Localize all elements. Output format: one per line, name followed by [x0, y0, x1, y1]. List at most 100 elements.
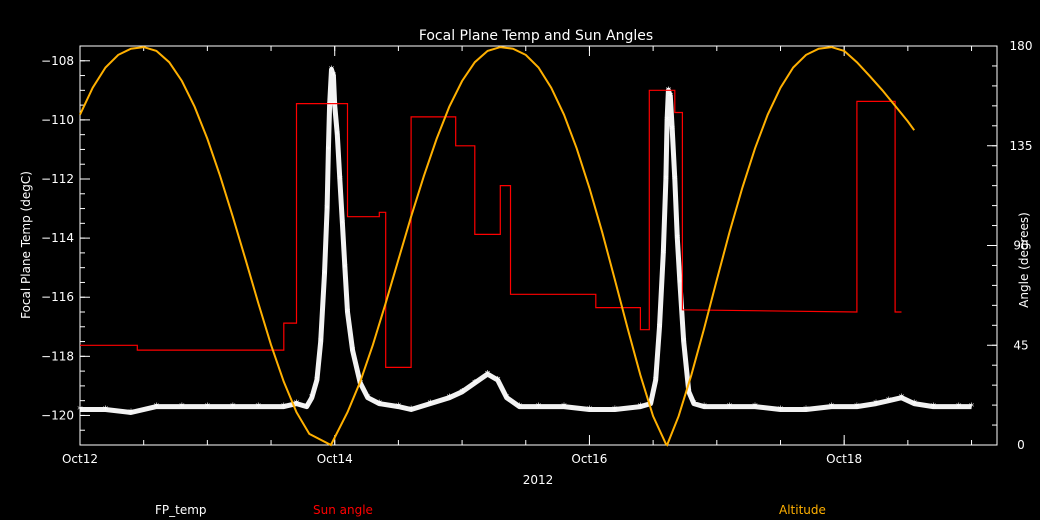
fp-temp-point: * — [345, 306, 351, 319]
fp-temp-point: * — [778, 404, 784, 417]
fp-temp-point: * — [318, 336, 324, 349]
fp-temp-point: * — [327, 99, 333, 112]
fp-temp-point: * — [128, 406, 134, 419]
fp-temp-point: * — [672, 173, 678, 186]
fp-temp-point: * — [669, 123, 675, 136]
fp-temp-point: * — [675, 232, 681, 245]
fp-temp-point: * — [829, 401, 835, 414]
fp-temp-point: * — [854, 401, 860, 414]
x-tick-label: Oct16 — [571, 452, 607, 466]
fp-temp-point: * — [447, 392, 453, 405]
fp-temp-point: * — [408, 404, 414, 417]
fp-temp-point: * — [342, 262, 348, 275]
fp-temp-point: * — [517, 401, 523, 414]
fp-temp-point: * — [309, 392, 315, 405]
fp-temp-point: * — [340, 217, 346, 230]
series-fp-temp: * * * * * * * * * * * * * * * * * * * * * * * * * * * * * * * * * * * * * * * *… — [77, 64, 975, 420]
fp-temp-point: * — [396, 401, 402, 414]
fp-temp-point: * — [179, 401, 185, 414]
fp-temp-point: * — [681, 336, 687, 349]
fp-temp-point: * — [587, 404, 593, 417]
fp-temp-point: * — [154, 401, 160, 414]
fp-temp-point: * — [332, 99, 338, 112]
y-axis-right-ticks: 180 135 90 45 0 — [987, 39, 1032, 452]
series-layer: * * * * * * * * * * * * * * * * * * * * * * * * * * * * * * * * * * * * * * * *… — [77, 46, 975, 447]
legend: FP_temp Sun angle Altitude — [155, 503, 826, 517]
y-axis-left-ticks: −108 −110 −112 −114 −116 −118 −120 — [41, 54, 90, 446]
fp-temp-point: * — [664, 114, 670, 127]
fp-temp-point: * — [335, 129, 341, 142]
fp-temp-point: * — [427, 398, 433, 411]
fp-temp-point: * — [663, 173, 669, 186]
fp-temp-point: * — [657, 321, 663, 334]
fp-temp-point: * — [686, 386, 692, 399]
fp-temp-band — [80, 67, 972, 415]
y-right-tick-label: 0 — [1017, 438, 1025, 452]
fp-temp-point: * — [661, 247, 667, 260]
fp-temp-point: * — [281, 401, 287, 414]
fp-temp-point: * — [648, 398, 654, 411]
fp-temp-point: * — [205, 401, 211, 414]
fp-temp-point: * — [727, 401, 733, 414]
fp-temp-point: * — [326, 143, 332, 156]
fp-temp-point: * — [561, 401, 567, 414]
fp-temp-point: * — [752, 401, 758, 414]
fp-temp-point: * — [677, 276, 683, 289]
fp-temp-point: * — [803, 404, 809, 417]
fp-temp-point: * — [886, 395, 892, 408]
fp-temp-point: * — [324, 203, 330, 216]
y-left-tick-label: −118 — [41, 349, 74, 363]
fp-temp-point: * — [472, 377, 478, 390]
y-left-tick-label: −116 — [41, 290, 74, 304]
x-tick-label: Oct12 — [62, 452, 98, 466]
y-axis-right-label: Angle (degrees) — [1017, 212, 1031, 308]
y-left-tick-label: −112 — [41, 172, 74, 186]
y-left-tick-label: −110 — [41, 113, 74, 127]
fp-temp-point: * — [314, 374, 320, 387]
fp-temp-point: * — [377, 398, 383, 411]
fp-temp-point: * — [331, 70, 337, 83]
fp-temp-point: * — [459, 386, 465, 399]
legend-item-fp-temp: FP_temp — [155, 503, 207, 517]
fp-temp-point: * — [873, 398, 879, 411]
fp-temp-point: * — [638, 401, 644, 414]
fp-temp-point: * — [931, 401, 937, 414]
fp-temp-point: * — [668, 90, 674, 103]
y-right-tick-label: 90 — [1013, 239, 1028, 253]
series-altitude — [79, 46, 916, 447]
fp-temp-point: * — [77, 404, 83, 417]
y-left-tick-label: −120 — [41, 408, 74, 422]
fp-temp-point: * — [365, 392, 371, 405]
x-axis-ticks: Oct12 Oct14 Oct16 Oct18 — [62, 46, 973, 466]
fp-temp-point: * — [485, 368, 491, 381]
fp-temp-point: * — [322, 268, 328, 281]
y-right-tick-label: 45 — [1013, 338, 1028, 352]
fp-temp-point: * — [969, 401, 975, 414]
fp-temp-point: * — [256, 401, 262, 414]
fp-temp-point: * — [653, 374, 659, 387]
fp-temp-point: * — [899, 392, 905, 405]
y-right-tick-label: 180 — [1010, 39, 1033, 53]
fp-temp-point: * — [230, 401, 236, 414]
series-sun-angle — [80, 89, 902, 368]
x-tick-label: Oct18 — [826, 452, 862, 466]
fp-temp-point: * — [691, 398, 697, 411]
fp-temp-point: * — [612, 404, 618, 417]
y-left-tick-label: −108 — [41, 54, 74, 68]
fp-temp-point: * — [329, 64, 335, 77]
altitude-line — [79, 46, 916, 447]
x-axis-label: 2012 — [523, 473, 554, 487]
fp-temp-point: * — [294, 398, 300, 411]
fp-temp-point: * — [536, 401, 542, 414]
fp-temp-point: * — [911, 398, 917, 411]
legend-item-sun-angle: Sun angle — [313, 503, 373, 517]
y-left-tick-label: −114 — [41, 231, 74, 245]
fp-temp-point: * — [504, 392, 510, 405]
fp-temp-point: * — [304, 401, 310, 414]
chart-title: Focal Plane Temp and Sun Angles — [419, 28, 653, 44]
y-axis-left-label: Focal Plane Temp (degC) — [19, 171, 33, 319]
legend-item-altitude: Altitude — [779, 503, 826, 517]
fp-temp-point: * — [350, 344, 356, 357]
